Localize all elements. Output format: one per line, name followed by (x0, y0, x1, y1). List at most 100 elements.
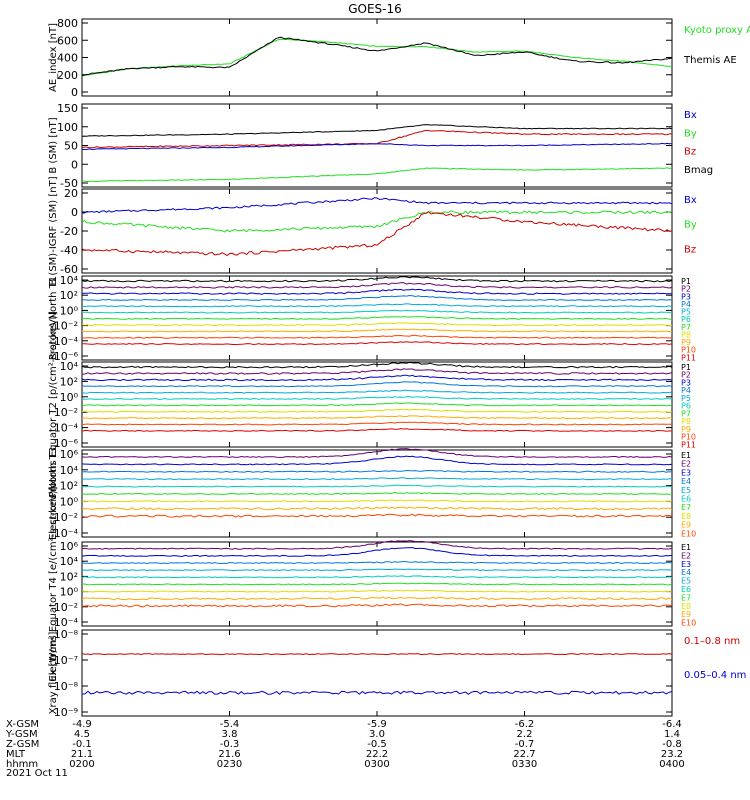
legend-entry: P9 (681, 338, 691, 347)
panel-frame (81, 629, 673, 717)
y-tick-label: 200 (57, 69, 78, 82)
legend-entry: E9 (681, 610, 691, 619)
legend-entry: E10 (681, 529, 696, 538)
electron-channel-line (81, 455, 673, 466)
proton-channel-line (81, 381, 673, 388)
y-tick-label: 10² (60, 289, 78, 302)
proton-channel-line (81, 402, 673, 407)
legend-entry: P7 (681, 323, 691, 332)
ephemeris-value: -5.4 (220, 719, 240, 730)
ephemeris-value: -5.9 (367, 719, 387, 730)
legend-entry: 0.05–0.4 nm (684, 670, 746, 681)
y-tick-label: 10² (60, 480, 78, 493)
ephemeris-row-label: X-GSM (6, 719, 39, 730)
y-tick-label: 10⁻⁴ (54, 527, 79, 540)
legend-entry: E3 (681, 560, 691, 569)
legend-entry: E6 (681, 585, 691, 594)
y-tick-label: 10⁴ (60, 274, 79, 287)
proton-channel-line (81, 303, 673, 308)
legend-entry: P3 (681, 378, 691, 387)
ephemeris-value: 3.8 (222, 729, 238, 740)
ephemeris-value: -0.7 (515, 739, 535, 750)
ephemeris-value: 3.0 (369, 729, 385, 740)
legend-entry: P7 (681, 409, 691, 418)
panel-frame (81, 188, 673, 274)
proton-channel-line (82, 334, 673, 339)
proton-channel-line (81, 415, 673, 420)
y-tick-label: 10⁴ (60, 464, 79, 477)
legend-entry: E1 (681, 543, 691, 552)
legend-entry: E6 (681, 495, 691, 504)
ephemeris-value: 0200 (69, 759, 94, 770)
y-tick-label: 10⁻² (54, 601, 78, 614)
legend-entry: Bz (684, 147, 696, 158)
ephemeris-value: -0.5 (367, 739, 387, 750)
y-tick-label: 10⁻² (54, 406, 78, 419)
y-tick-label: 600 (57, 34, 78, 47)
proton-channel-line (81, 421, 672, 426)
legend-entry: E1 (681, 451, 691, 460)
by-line (81, 167, 673, 183)
legend-entry: Bx (684, 195, 697, 206)
ephemeris-row-label: hhmm (6, 759, 38, 770)
panel-y-label: Protons Equator T2 [p/(cm²-s-sr-keV)] (48, 311, 59, 498)
legend-entry: Themis AE (683, 55, 737, 66)
ephemeris-value: 0300 (364, 759, 389, 770)
legend-entry: P9 (681, 425, 691, 434)
ephemeris-value: -0.1 (72, 739, 92, 750)
electron-channel-line (81, 561, 673, 565)
electron-channel-line (81, 513, 673, 518)
y-tick-label: 400 (57, 52, 78, 65)
ephemeris-value: 21.1 (71, 749, 93, 760)
ephemeris-row-label: Y-GSM (5, 729, 38, 740)
panel-y-label: Electrons Equator T4 [e/(cm²-s-sr-keV)] (48, 486, 59, 681)
electron-channel-line (81, 491, 673, 495)
y-tick-label: 800 (57, 17, 78, 30)
date-label: 2021 Oct 11 (6, 768, 68, 779)
legend-entry: P1 (681, 277, 691, 286)
ephemeris-row-label: Z-GSM (6, 739, 39, 750)
bz-line (81, 129, 673, 149)
y-tick-label: -50 (60, 177, 78, 190)
electron-channel-line (81, 596, 673, 601)
proton-channel-line (81, 276, 673, 283)
y-tick-label: 10⁰ (60, 495, 79, 508)
legend-entry: P5 (681, 308, 691, 317)
legend-entry: E7 (681, 503, 691, 512)
legend-entry: E8 (681, 512, 691, 521)
legend-entry: P3 (681, 292, 691, 301)
legend-entry: P6 (681, 315, 691, 324)
panel-y-label: B (SM) [nT] (48, 117, 59, 173)
ephemeris-value: -4.9 (72, 719, 92, 730)
y-tick-label: 10⁴ (60, 555, 79, 568)
y-tick-label: 10⁻² (54, 511, 78, 524)
y-tick-label: 0 (71, 206, 78, 219)
legend-entry: P4 (681, 300, 691, 309)
legend-entry: E3 (681, 468, 691, 477)
legend-entry: E5 (681, 486, 691, 495)
ephemeris-value: 0230 (217, 759, 242, 770)
electron-channel-line (81, 539, 673, 550)
ephemeris-value: 22.2 (366, 749, 388, 760)
y-tick-label: 10⁻⁶ (54, 437, 79, 450)
y-tick-label: 100 (57, 121, 78, 134)
themis-ae-line (81, 36, 673, 76)
y-tick-label: 150 (57, 102, 78, 115)
proton-channel-line (81, 328, 673, 333)
ephemeris-value: 23.2 (661, 749, 683, 760)
y-tick-label: 10⁴ (60, 360, 79, 373)
ephemeris-value: 4.5 (74, 729, 90, 740)
y-tick-label: 20 (64, 187, 78, 200)
electron-channel-line (81, 477, 673, 481)
electron-channel-line (81, 603, 673, 608)
y-tick-label: 10² (60, 570, 78, 583)
legend-entry: P6 (681, 402, 691, 411)
legend-entry: E9 (681, 521, 691, 530)
legend-entry: E8 (681, 602, 691, 611)
proton-channel-line (81, 428, 673, 432)
y-tick-label: 10⁻⁸ (54, 680, 79, 693)
electron-channel-line (81, 469, 673, 473)
legend-entry: P2 (681, 285, 691, 294)
